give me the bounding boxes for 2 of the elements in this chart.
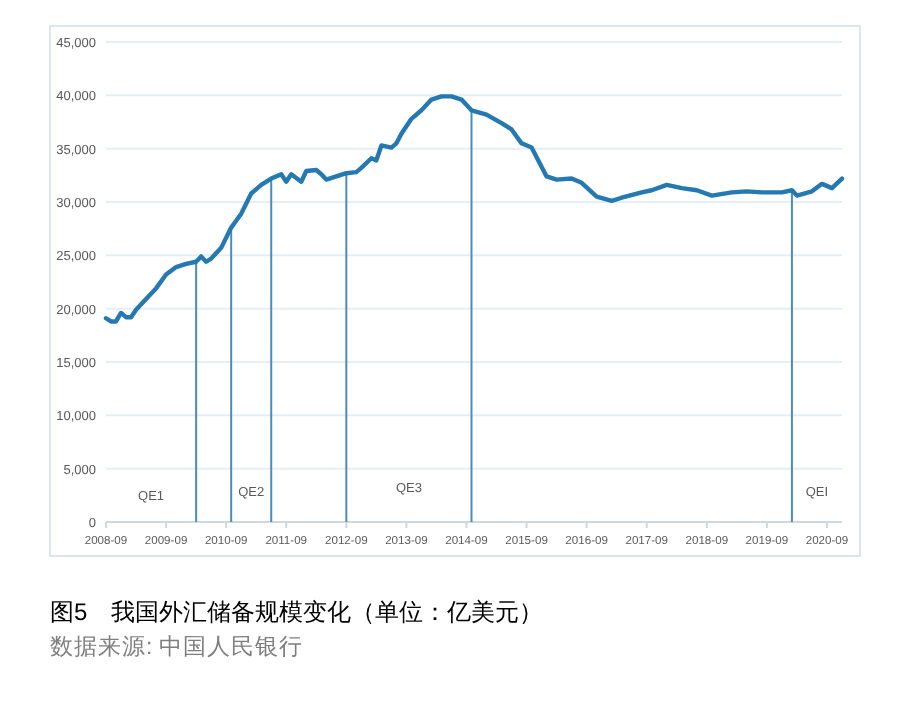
title: 图5 我国外汇储备规模变化（单位：亿美元） [50, 598, 544, 626]
annotation: 数据来源: 中国人民银行 [50, 636, 303, 660]
